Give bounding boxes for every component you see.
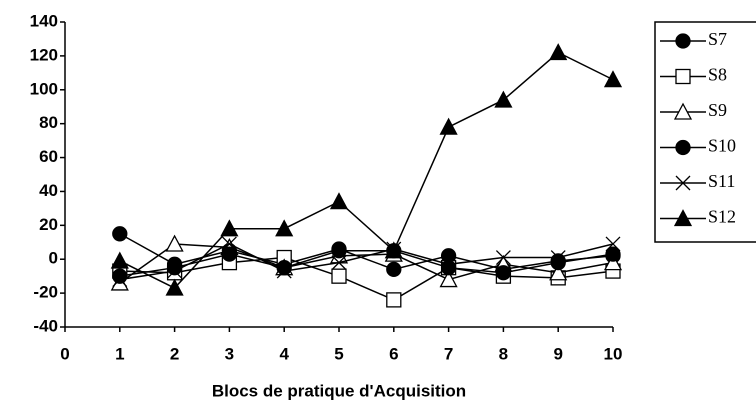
x-tick-label: 7: [444, 344, 453, 363]
series-line: [119, 243, 614, 281]
data-point: [550, 250, 566, 265]
data-point: [550, 254, 566, 271]
legend-marker: [675, 68, 691, 85]
x-tick-label: 9: [553, 344, 562, 363]
y-tick-label: 100: [30, 79, 58, 98]
y-tick-label: 140: [30, 11, 58, 30]
data-point: [549, 263, 568, 281]
y-tick-label: 20: [39, 215, 58, 234]
data-point: [221, 236, 237, 252]
x-tick-label: 0: [60, 344, 69, 363]
data-point: [331, 255, 347, 271]
x-tick-label: 1: [115, 344, 124, 363]
x-tick-label: 5: [334, 344, 343, 363]
x-tick-label: 6: [389, 344, 398, 363]
y-tick-label: 80: [39, 113, 58, 132]
series-line: [119, 233, 614, 271]
data-point: [112, 272, 128, 288]
data-point: [275, 219, 294, 237]
data-point: [221, 246, 238, 262]
y-tick-label: 120: [30, 45, 58, 64]
legend-label: S7: [708, 29, 727, 49]
legend-marker: [673, 209, 693, 227]
legend-marker: [675, 175, 691, 191]
x-axis-label: Blocs de pratique d'Acquisition: [212, 381, 466, 400]
data-point: [112, 226, 128, 242]
series-line: [119, 256, 614, 301]
legend-marker: [673, 102, 693, 120]
legend-label: S10: [708, 136, 736, 156]
data-point: [441, 256, 457, 272]
data-point: [167, 263, 183, 279]
data-point: [495, 265, 512, 281]
data-point: [276, 260, 292, 276]
y-tick-label: 0: [49, 249, 58, 268]
x-tick-label: 2: [170, 344, 179, 363]
data-point: [112, 268, 128, 284]
data-point: [439, 270, 458, 288]
data-point: [110, 251, 129, 269]
legend-box: [654, 21, 756, 243]
data-point: [605, 246, 621, 262]
x-tick-label: 8: [499, 344, 508, 363]
y-tick-label: 40: [39, 181, 58, 200]
data-point: [331, 243, 347, 259]
series-line: [119, 250, 614, 277]
x-tick-label: 4: [279, 344, 289, 363]
data-point: [276, 263, 292, 279]
data-point: [384, 241, 403, 259]
data-point: [220, 219, 239, 237]
x-tick-label: 3: [225, 344, 234, 363]
data-point: [439, 117, 458, 135]
data-point: [549, 43, 568, 61]
legend-label: S12: [708, 207, 736, 227]
data-point: [603, 70, 623, 88]
data-point: [605, 236, 621, 252]
data-point: [329, 192, 349, 210]
data-point: [603, 253, 623, 271]
data-point: [495, 250, 511, 265]
legend-marker: [675, 33, 691, 49]
legend-label: S9: [708, 100, 727, 120]
series-line: [119, 51, 614, 289]
series-line: [119, 243, 614, 284]
data-point: [331, 268, 347, 284]
y-tick-label: -40: [33, 316, 58, 335]
y-tick-label: -20: [33, 283, 58, 302]
legend-marker: [675, 139, 691, 156]
x-tick-label: 10: [604, 344, 623, 363]
data-point: [165, 234, 184, 252]
y-tick-label: 60: [39, 147, 58, 166]
legend-label: S11: [708, 171, 735, 191]
data-point: [165, 278, 184, 296]
legend-label: S8: [708, 65, 727, 85]
data-point: [386, 261, 402, 278]
data-point: [386, 292, 402, 308]
data-point: [494, 90, 513, 108]
